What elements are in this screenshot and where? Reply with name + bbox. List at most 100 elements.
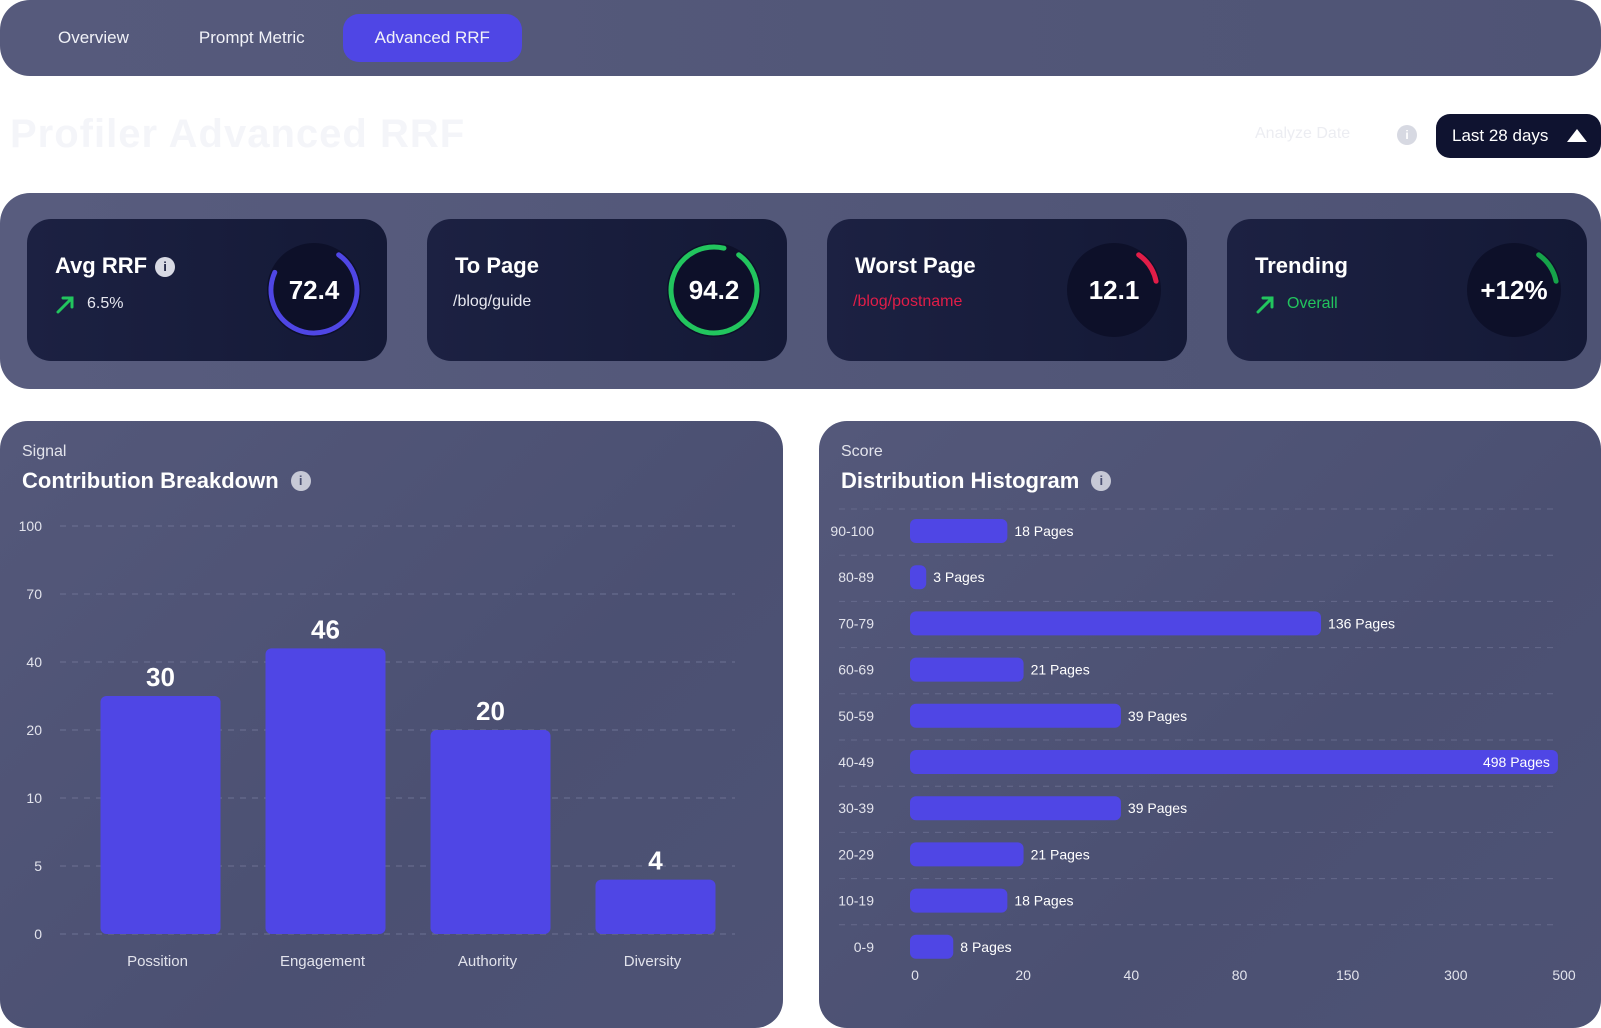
date-range-select[interactable]: Last 28 days	[1436, 114, 1601, 158]
y-tick-label: 20-29	[838, 846, 874, 862]
panel-title: Contribution Breakdown i	[22, 468, 311, 494]
y-tick-label: 0	[34, 926, 42, 942]
histogram-bar	[910, 565, 927, 590]
date-range-value: Last 28 days	[1452, 126, 1549, 145]
bar-value-label: 136 Pages	[1328, 615, 1395, 631]
histogram-bar	[910, 703, 1121, 728]
info-icon[interactable]: i	[1091, 471, 1112, 491]
kpi-trend-label: Overall	[1287, 295, 1338, 312]
gauge-arc	[1536, 252, 1559, 284]
gauge-value: 12.1	[1088, 274, 1140, 305]
x-tick-label: 0	[911, 967, 919, 983]
kpi-delta-value: 6.5%	[87, 295, 124, 312]
gauge-value: +12%	[1480, 274, 1548, 305]
y-tick-label: 0-9	[854, 939, 874, 955]
y-tick-label: 60-69	[838, 662, 874, 678]
info-icon[interactable]: i	[290, 471, 311, 491]
tab-advanced-rrf[interactable]: Advanced RRF	[342, 14, 522, 62]
distribution-histogram-panel: Score Distribution Histogram i 90-100 18 P…	[819, 421, 1601, 1028]
bar-value-label: 18 Pages	[1014, 523, 1073, 539]
kpi-title: To Page	[455, 253, 539, 278]
kpi-page-path[interactable]: /blog/postname	[853, 293, 963, 310]
gauge-trending: +12%	[1465, 241, 1563, 339]
bar-value-label: 21 Pages	[1031, 846, 1090, 862]
kpi-card-avg-rrf: Avg RRF i 6.5% 72.4	[27, 219, 387, 361]
y-tick-label: 10	[26, 790, 42, 806]
trend-up-arrow-icon	[1256, 296, 1274, 314]
kpi-delta: 6.5%	[55, 293, 123, 315]
info-icon[interactable]: i	[1397, 125, 1417, 145]
distribution-histogram-chart: 90-100 18 Pages 80-89 3 Pages 70-79 136 Pages…	[830, 508, 1576, 983]
x-tick-label: 20	[1015, 967, 1031, 983]
analyze-date-label: Analyze Date	[1255, 125, 1351, 142]
gauge-ring	[667, 243, 761, 337]
kpi-page-path[interactable]: /blog/guide	[453, 293, 532, 310]
trend-up-arrow-icon	[56, 296, 74, 314]
y-tick-label: 5	[34, 858, 42, 874]
y-tick-label: 70	[26, 586, 42, 602]
histogram-bar	[910, 519, 1008, 543]
contribution-breakdown-panel: Signal Contribution Breakdown i 100 70 40 20…	[0, 421, 783, 1028]
kpi-card-worst-page: Worst Page /blog/postname 12.1	[827, 219, 1187, 361]
panel-eyebrow: Score	[841, 443, 883, 460]
histogram-bar	[910, 842, 1024, 867]
y-tick-label: 40-49	[838, 754, 874, 770]
y-tick-label: 30-39	[838, 800, 874, 816]
bar-value-label: 3 Pages	[933, 569, 984, 585]
kpi-title: Worst Page	[855, 253, 976, 278]
y-tick-label: 100	[19, 518, 43, 534]
kpi-title: Avg RRF i	[55, 253, 176, 279]
x-tick-label: 150	[1336, 967, 1360, 983]
bar-value-label: 498 Pages	[1483, 754, 1550, 770]
kpi-card-top-page: To Page /blog/guide 94.2	[427, 219, 787, 361]
tab-overview[interactable]: Overview	[58, 28, 129, 47]
y-tick-label: 10-19	[838, 893, 874, 909]
histogram-bar	[910, 796, 1121, 821]
histogram-bar	[910, 934, 954, 959]
gauge-ring	[267, 243, 361, 337]
panel-title: Distribution Histogram i	[841, 468, 1112, 494]
gauge-worst-page: 12.1	[1065, 241, 1163, 339]
kpi-strip: Avg RRF i 6.5% 72.4 To Page /blog/guide 9…	[0, 193, 1601, 389]
x-tick-label: 500	[1552, 967, 1576, 983]
gauge-arc	[268, 252, 360, 336]
tab-prompt-metric[interactable]: Prompt Metric	[198, 28, 305, 47]
gauge-top-page: 94.2	[665, 241, 763, 339]
histogram-bar	[910, 750, 1558, 774]
y-tick-label: 50-59	[838, 708, 874, 724]
info-icon[interactable]: i	[155, 257, 176, 277]
bar-value-label: 18 Pages	[1014, 893, 1073, 909]
kpi-card-trending: Trending Overall +12%	[1227, 219, 1587, 361]
kpi-trend: Overall	[1255, 293, 1338, 315]
histogram-bar	[910, 888, 1008, 913]
bar-value-label: 46	[311, 614, 340, 644]
bar	[265, 648, 386, 934]
bar-value-label: 30	[146, 662, 175, 692]
tab-bar: Overview Prompt Metric Advanced RRF	[0, 0, 1601, 76]
caret-up-icon	[1567, 129, 1587, 142]
bar	[430, 730, 551, 934]
gauge-arc	[668, 244, 760, 336]
contribution-bar-chart: 100 70 40 20 10 5 0 30 Possition 46 Engagement 20 Au…	[19, 518, 735, 970]
y-tick-label: 20	[26, 722, 42, 738]
panel-eyebrow: Signal	[22, 443, 67, 460]
histogram-bar	[910, 657, 1024, 682]
gauge-ring	[1067, 243, 1161, 337]
bar-value-label: 21 Pages	[1031, 662, 1090, 678]
gauge-value: 94.2	[688, 274, 740, 305]
bar-value-label: 39 Pages	[1128, 708, 1187, 724]
y-tick-label: 90-100	[830, 523, 874, 539]
y-tick-label: 80-89	[838, 569, 874, 585]
x-tick-label: Diversity	[624, 953, 682, 970]
gauge-avg-rrf: 72.4	[265, 241, 363, 339]
bar-value-label: 20	[476, 696, 505, 726]
page-title: Profiler Advanced RRF	[10, 112, 466, 156]
bar-value-label: 4	[648, 846, 663, 876]
x-tick-label: 40	[1124, 967, 1140, 983]
gauge-arc	[1136, 252, 1159, 284]
bar	[100, 696, 221, 934]
x-tick-label: 300	[1444, 967, 1468, 983]
gauge-value: 72.4	[288, 274, 340, 305]
bar-value-label: 39 Pages	[1128, 800, 1187, 816]
x-tick-label: Authority	[458, 953, 518, 970]
